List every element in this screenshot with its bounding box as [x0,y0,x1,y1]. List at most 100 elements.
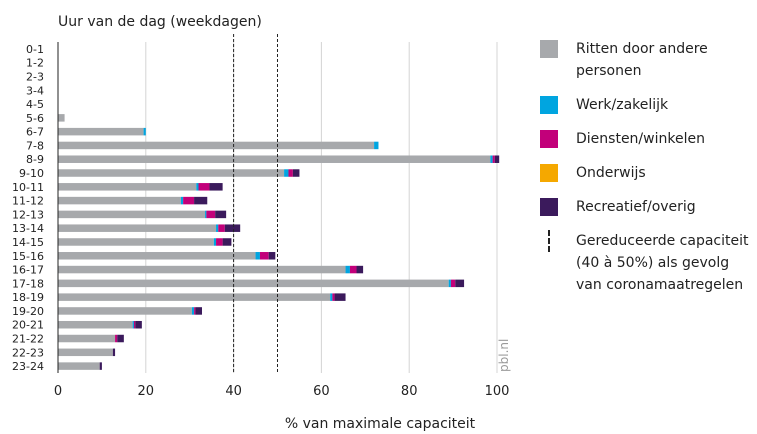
bar-segment [198,183,210,191]
bar-segment [448,279,451,288]
bar-segment [112,348,116,357]
chart-title: Uur van de dag (weekdagen) [58,14,262,30]
plot-area: 0-11-22-33-44-55-66-77-88-99-1010-1111-1… [12,34,509,399]
bar-segment [332,293,335,301]
category-label: 2-3 [26,70,44,83]
x-tick-label: 0 [54,384,62,399]
bar-segment [58,238,214,246]
legend-label: Recreatief/overig [576,196,696,218]
bar-segment [58,210,206,219]
bar-segment [58,183,197,191]
bar-segment [58,224,217,232]
category-label: 19-20 [12,305,44,318]
bar-segment [58,127,144,136]
bar-segment [222,238,232,246]
bar-segment [143,127,146,136]
bar-segment [58,265,346,274]
bar-segment [492,155,495,163]
bar-segment [58,348,113,357]
category-label: 4-5 [26,98,44,111]
bar-segment [58,196,181,205]
bar-segment [213,238,217,246]
bar-segment [215,210,227,219]
category-label: 15-16 [12,250,44,263]
legend-swatch [540,40,558,58]
category-label: 1-2 [26,57,44,70]
bar-segment [494,155,500,163]
bar-segment [374,141,379,150]
bar-segment [455,279,465,288]
bar-segment [224,224,241,232]
category-label: 22-23 [12,346,44,359]
bar-segment [58,307,192,315]
legend-label: Ritten door andere personen [576,38,708,82]
category-label: 20-21 [12,319,44,332]
x-tick-label: 100 [485,384,510,399]
category-label: 5-6 [26,112,44,125]
bar-segment [450,279,456,288]
legend-label: Gereduceerde capaciteit (40 à 50%) als ge… [576,230,748,296]
legend-label-line: Recreatief/overig [576,199,696,215]
bar-segment [183,196,195,205]
category-label: 12-13 [12,208,44,221]
x-tick-label: 40 [225,384,242,399]
bar-segment [255,252,260,260]
category-label: 17-18 [12,277,44,290]
watermark: pbl.nl [497,339,511,372]
x-tick-label: 80 [401,384,418,399]
bar-segment [180,196,184,205]
bar-segment [268,252,276,260]
x-tick-label: 20 [138,384,155,399]
legend-label-line: (40 à 50%) als gevolg [576,255,730,271]
category-label: 0-1 [26,43,44,56]
bar-segment [334,293,346,301]
bar-segment [194,307,196,315]
bar-segment [58,252,256,260]
bar-segment [99,362,102,370]
bar-segment [58,169,285,177]
bar-segment [259,252,269,260]
legend-label-line: personen [576,63,642,79]
legend-swatch [540,198,558,216]
bar-segment [206,210,216,219]
bar-segment [58,334,116,343]
x-axis-label: % van maximale capaciteit [285,416,476,432]
bar-segment [58,114,65,122]
bar-segment [284,169,289,177]
category-label: 13-14 [12,222,44,235]
bar-segment [292,169,300,177]
bar-segment [58,362,100,370]
legend-label-line: Ritten door andere [576,41,708,57]
legend-dashed-line [548,230,550,252]
bar-segment [195,307,202,315]
bar-segment [216,224,219,232]
category-label: 7-8 [26,139,44,152]
category-label: 6-7 [26,126,44,139]
bar-segment [218,224,225,232]
category-label: 16-17 [12,264,44,277]
category-label: 9-10 [19,167,44,180]
bar-segment [205,210,207,219]
bar-segment [135,320,142,329]
category-label: 23-24 [12,360,44,373]
bar-segment [345,265,350,274]
bar-segment [194,196,208,205]
bar-segment [115,334,118,343]
category-label: 8-9 [26,153,44,166]
legend-label-line: Gereduceerde capaciteit [576,233,749,249]
bar-segment [216,238,223,246]
bar-segment [58,141,375,150]
x-tick-label: 60 [313,384,330,399]
bar-segment [288,169,293,177]
legend-label: Diensten/winkelen [576,128,705,150]
bar-segment [330,293,333,301]
bar-segment [58,155,491,163]
legend-label-line: van coronamaatregelen [576,277,744,293]
bar-segment [133,320,136,329]
legend-swatch [540,130,558,148]
legend-swatch [540,164,558,182]
bar-segment [490,155,493,163]
legend-label-line: Onderwijs [576,165,646,181]
bar-segment [191,307,195,315]
category-label: 3-4 [26,84,44,97]
